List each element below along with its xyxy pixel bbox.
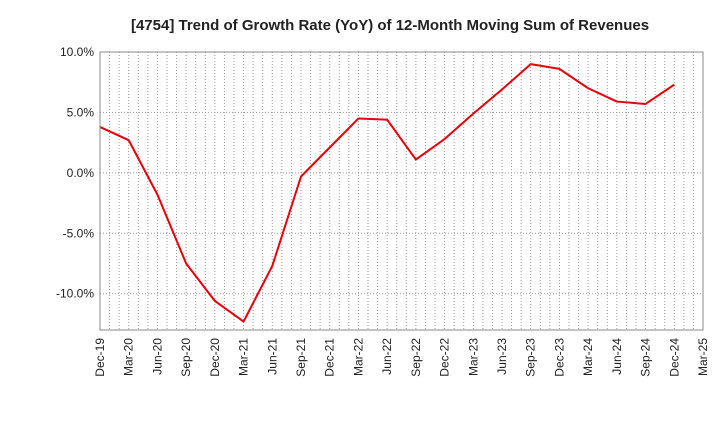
grid-lines: [100, 51, 703, 330]
y-tick-label: 10.0%: [60, 45, 94, 59]
x-tick-label: Dec-21: [323, 338, 337, 377]
x-tick-label: Sep-23: [524, 338, 538, 377]
x-axis-ticks: Dec-19 Mar-20 Jun-20 Sep-20 Dec-20 Mar-21 Jun-…: [93, 338, 710, 377]
x-tick-label: Mar-24: [581, 338, 595, 376]
x-tick-label: Sep-21: [294, 338, 308, 377]
x-tick-label: Dec-24: [667, 338, 681, 377]
x-tick-label: Sep-20: [179, 338, 193, 377]
series-line: [99, 63, 675, 323]
y-axis-ticks: 10.0% 5.0% 0.0% -5.0% -10.0%: [56, 45, 94, 301]
y-tick-label: -10.0%: [56, 287, 94, 301]
x-tick-label: Mar-21: [237, 338, 251, 376]
x-tick-label: Dec-23: [552, 338, 566, 377]
x-tick-label: Sep-24: [639, 338, 653, 377]
x-tick-label: Mar-23: [466, 338, 480, 376]
chart-title: [4754] Trend of Growth Rate (YoY) of 12-…: [131, 17, 649, 34]
x-tick-label: Jun-20: [150, 338, 164, 375]
series-layer: [99, 63, 675, 323]
x-tick-label: Jun-22: [380, 338, 394, 375]
x-tick-label: Jun-21: [265, 338, 279, 375]
x-tick-label: Mar-22: [351, 338, 365, 376]
x-tick-label: Jun-23: [495, 338, 509, 375]
x-tick-label: Dec-19: [93, 338, 107, 377]
x-tick-label: Sep-22: [409, 338, 423, 377]
y-tick-label: 0.0%: [67, 166, 95, 180]
y-tick-label: 5.0%: [67, 105, 95, 119]
x-tick-label: Dec-22: [438, 338, 452, 377]
x-tick-label: Jun-24: [610, 338, 624, 375]
y-tick-label: -5.0%: [63, 226, 95, 240]
plot-area-frame: [99, 51, 704, 331]
x-tick-label: Dec-20: [208, 338, 222, 377]
x-tick-label: Mar-20: [122, 338, 136, 376]
x-tick-label: Mar-25: [696, 338, 710, 376]
